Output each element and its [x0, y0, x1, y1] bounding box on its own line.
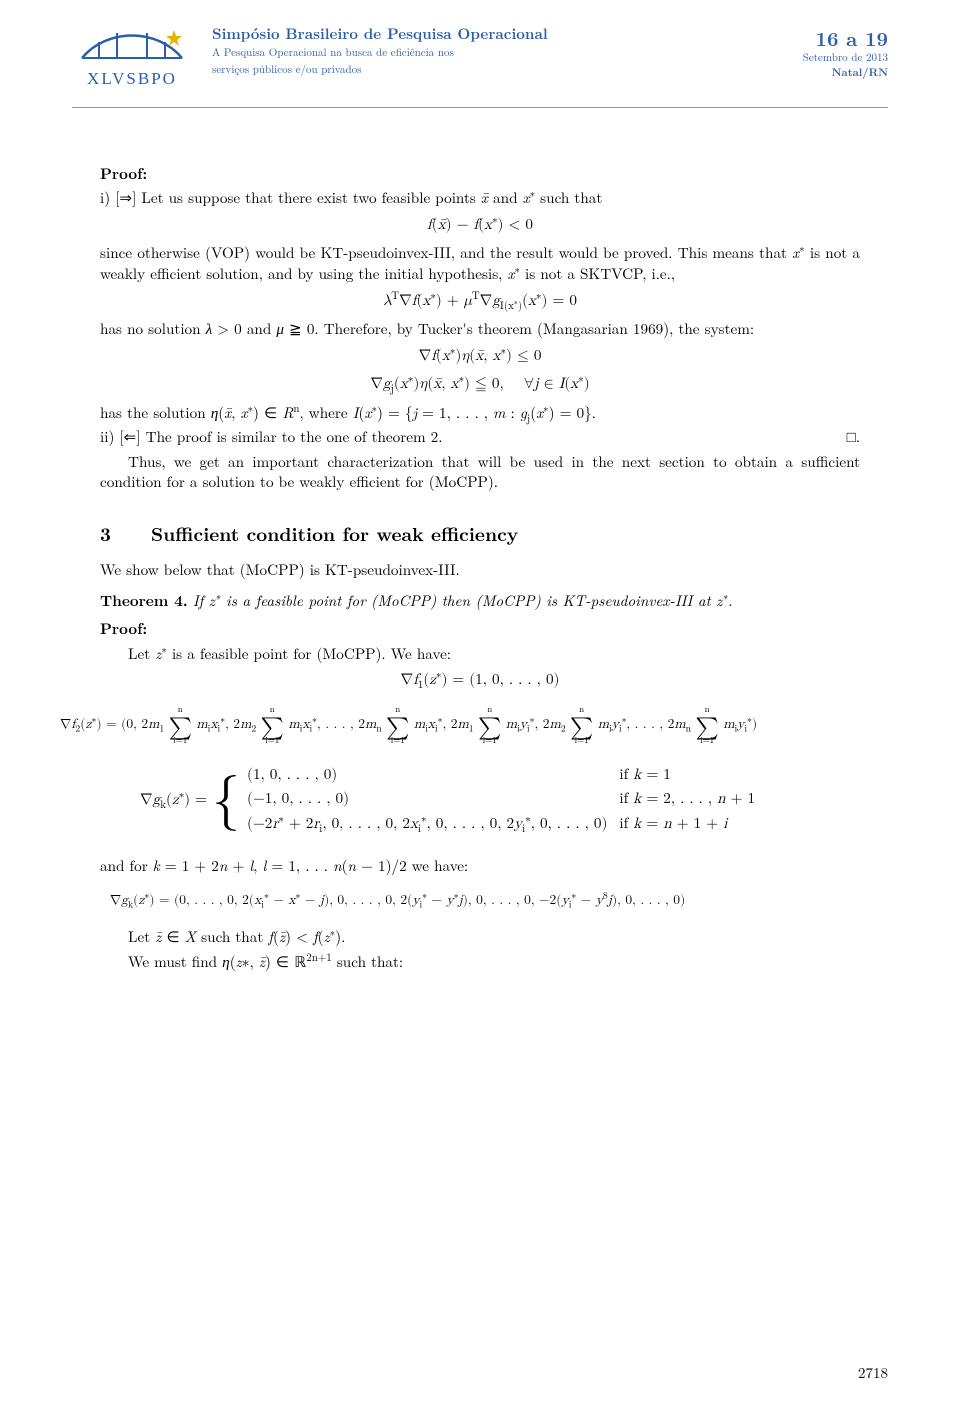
equation-4: ∇f1(z∗) = (1, 0, . . . , 0) [100, 670, 860, 691]
section-3-heading: 3 Sufficient condition for weak efficien… [100, 521, 860, 547]
section-number: 3 [100, 519, 111, 547]
proof2-label: Proof: [100, 619, 860, 640]
case-3-right: if k = n + 1 + i [619, 814, 765, 837]
conference-logo: XLVSBPO [72, 24, 192, 91]
case-2-right: if k = 2, . . . , n + 1 [619, 789, 765, 812]
proof-label: Proof: [100, 164, 860, 185]
paragraph-9: We must find η(z∗, z̄) ∈ ℝ2n+1 such that… [100, 952, 860, 973]
conference-subtitle-1: A Pesquisa Operacional na busca de efici… [212, 46, 548, 60]
cases-table: (1, 0, . . . , 0) if k = 1 (−1, 0, . . .… [245, 763, 767, 839]
conference-title: Simpósio Brasileiro de Pesquisa Operacio… [212, 24, 548, 44]
paragraph-5: We show below that (MoCPP) is KT-pseudoi… [100, 560, 860, 581]
section-title: Sufficient condition for weak efficiency [151, 519, 518, 547]
sigma-5: n∑i=1 [570, 705, 593, 745]
case-row-1: (1, 0, . . . , 0) if k = 1 [247, 765, 765, 788]
proof-ii-text: ii) [⇐] The proof is similar to the one … [100, 427, 443, 448]
sigma-3: n∑i=1 [386, 705, 409, 745]
case-1-right: if k = 1 [619, 765, 765, 788]
sigma-1: n∑i=1 [169, 705, 192, 745]
conference-place: Natal/RN [803, 66, 888, 81]
equation-6: ∇gk(z∗) = { (1, 0, . . . , 0) if k = 1 (… [100, 763, 860, 839]
left-brace-icon: { [212, 775, 240, 825]
sigma-4: n∑i=1 [478, 705, 501, 745]
bridge-logo-icon [77, 24, 187, 68]
paragraph-7: and for k = 1 + 2n + l, l = 1, . . . n(n… [100, 856, 860, 877]
header-right-block: 16 a 19 Setembro de 2013 Natal/RN [803, 24, 888, 81]
equation-3a: ∇f(x∗)η(x̄, x∗) ≤ 0 [100, 346, 860, 367]
case-row-2: (−1, 0, . . . , 0) if k = 2, . . . , n +… [247, 789, 765, 812]
conference-subtitle-2: serviços públicos e/ou privados [212, 63, 548, 77]
paragraph-2: has no solution λ > 0 and μ ≧ 0. Therefo… [100, 319, 860, 340]
case-2-left: (−1, 0, . . . , 0) [247, 789, 617, 812]
equation-5: ∇f2(z∗) = (0, 2m1 n∑i=1 mixi∗, 2m2 n∑i=1… [60, 705, 900, 745]
paragraph-4: Thus, we get an important characterizati… [100, 452, 860, 493]
theorem-label: Theorem 4. [100, 590, 188, 611]
page-number: 2718 [858, 1363, 888, 1383]
equation-3b: ∇gj(x∗)η(x̄, x∗) ≦ 0, ∀j ∈ I(x∗) [100, 374, 860, 395]
equation-2: λT∇f(x∗) + μT∇gI(x∗)(x∗) = 0 [100, 291, 860, 312]
logo-caption: XLVSBPO [87, 69, 177, 88]
header-left-block: XLVSBPO Simpósio Brasileiro de Pesquisa … [72, 24, 548, 91]
conference-header: XLVSBPO Simpósio Brasileiro de Pesquisa … [0, 0, 960, 101]
proof-line-i: i) [⇒] Let us suppose that there exist t… [100, 188, 860, 209]
theorem-4: Theorem 4. If z∗ is a feasible point for… [100, 591, 860, 612]
conference-month: Setembro de 2013 [803, 51, 888, 66]
header-title-block: Simpósio Brasileiro de Pesquisa Operacio… [212, 24, 548, 77]
paper-body: Proof: i) [⇒] Let us suppose that there … [0, 108, 960, 1016]
paragraph-6: Let z∗ is a feasible point for (MoCPP). … [100, 644, 860, 665]
paragraph-1: since otherwise (VOP) would be KT-pseudo… [100, 243, 860, 284]
qed-symbol: □. [847, 427, 860, 448]
equation-7: ∇gk(z∗) = (0, . . . , 0, 2(xi∗ − x∗ − j)… [100, 891, 860, 909]
paragraph-3b: ii) [⇐] The proof is similar to the one … [100, 427, 860, 448]
sigma-2: n∑i=1 [261, 705, 284, 745]
case-1-left: (1, 0, . . . , 0) [247, 765, 617, 788]
equation-1: f(x̄) − f(x∗) < 0 [100, 215, 860, 236]
paragraph-3a: has the solution η(x̄, x∗) ∈ Rn, where I… [100, 403, 860, 424]
paragraph-8: Let z̄ ∈ X such that f(z̄) < f(z∗). [100, 927, 860, 948]
conference-dates: 16 a 19 [803, 24, 888, 51]
case-3-left: (−2r∗ + 2ri, 0, . . . , 0, 2xi∗, 0, . . … [247, 814, 617, 837]
sigma-6: n∑i=1 [696, 705, 719, 745]
case-row-3: (−2r∗ + 2ri, 0, . . . , 0, 2xi∗, 0, . . … [247, 814, 765, 837]
theorem-statement: If z∗ is a feasible point for (MoCPP) th… [193, 590, 733, 611]
